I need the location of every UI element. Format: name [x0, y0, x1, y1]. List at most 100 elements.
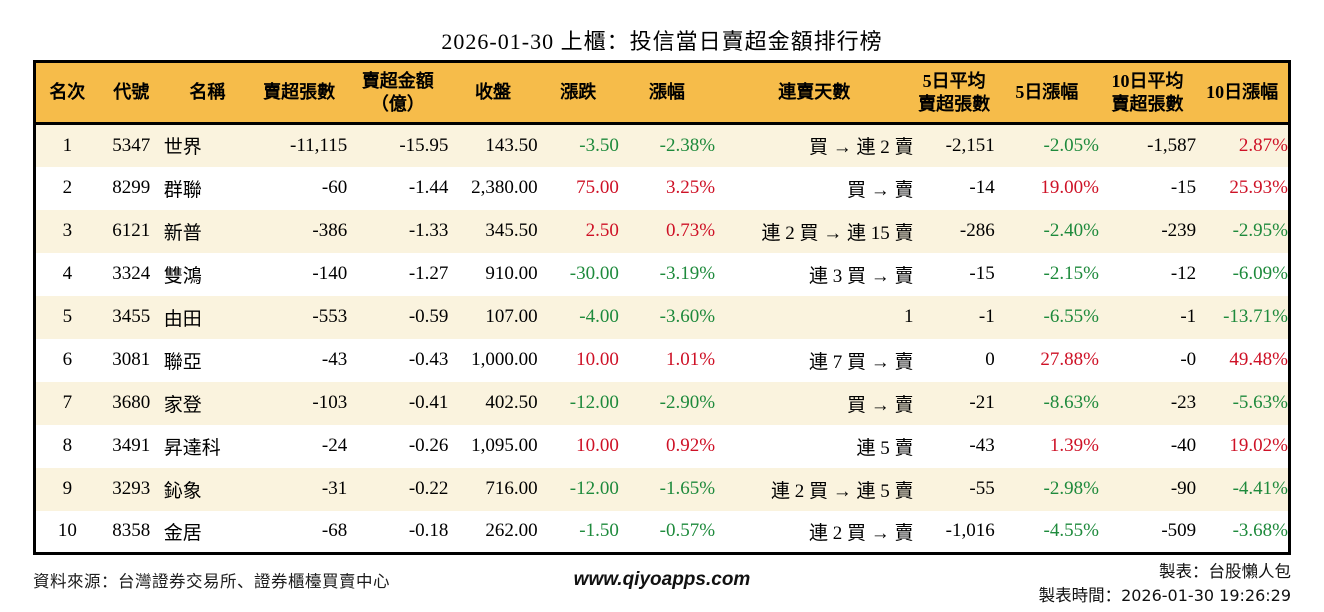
cell-avg5: -1: [978, 306, 995, 327]
cell-streak: 1: [904, 306, 914, 327]
column-header-sell_volume: 賣超張數: [263, 82, 336, 103]
cell-sell_volume: -68: [321, 520, 348, 542]
column-header-avg5: 5日平均 賣超張數: [918, 71, 991, 114]
cell-streak: 買 → 賣: [847, 394, 914, 416]
cell-close: 345.50: [485, 220, 538, 241]
cell-avg10: -1,587: [1147, 134, 1197, 156]
cell-change: 75.00: [576, 177, 619, 198]
cell-change: -1.50: [579, 520, 619, 542]
cell-code: 3680: [112, 392, 151, 413]
cell-code: 3491: [112, 435, 151, 456]
cell-change: -30.00: [569, 263, 619, 284]
cell-code: 3324: [112, 263, 151, 284]
cell-rank: 7: [62, 392, 73, 413]
cell-rank: 10: [57, 520, 77, 542]
cell-avg5: -1,016: [945, 520, 995, 542]
cell-rank: 3: [62, 220, 73, 241]
cell-rank: 8: [62, 435, 73, 456]
cell-avg5: -43: [969, 435, 995, 456]
cell-streak: 連 2 買 → 賣: [809, 522, 914, 544]
cell-streak: 連 7 買 → 賣: [809, 351, 914, 373]
cell-change: 2.50: [585, 220, 619, 241]
cell-streak: 買 → 連 2 賣: [809, 137, 914, 159]
cell-name: 新普: [163, 222, 202, 244]
cell-pct5: -6.55%: [1043, 306, 1099, 327]
cell-close: 402.50: [485, 392, 538, 413]
cell-pct5: 27.88%: [1040, 349, 1099, 370]
cell-sell_volume: -43: [321, 349, 348, 370]
cell-close: 143.50: [485, 134, 538, 156]
table-row: 4 3324 雙鴻 -140 -1.27 910.00 -30.00 -3.19% 連 3 買 …: [34, 252, 1290, 296]
cell-sell_amount: -0.59: [408, 306, 449, 327]
column-header-close: 收盤: [475, 82, 512, 103]
cell-sell_volume: -24: [321, 435, 348, 456]
cell-pct5: 19.00%: [1040, 177, 1099, 198]
cell-name: 聯亞: [163, 351, 202, 373]
cell-streak: 連 2 買 → 連 5 賣: [771, 480, 914, 502]
column-header-rank: 名次: [49, 82, 86, 103]
table-row: 8 3491 昇達科 -24 -0.26 1,095.00 10.00 0.92% 連 5 賣 -…: [34, 424, 1290, 468]
table-row: 1 5347 世界 -11,115 -15.95 143.50 -3.50 -2.38% 買 →…: [34, 123, 1290, 167]
cell-avg10: -239: [1161, 220, 1197, 241]
column-header-change_pct: 漲幅: [648, 82, 685, 103]
cell-close: 107.00: [485, 306, 538, 327]
column-header-avg10: 10日平均 賣超張數: [1111, 71, 1184, 114]
header-row: 名次 代號 名稱 賣超張數 賣超金額 （億） 收盤 漲跌 漲幅 連賣天數 5日平均 賣超張數 5日漲…: [34, 61, 1290, 124]
cell-avg5: -2,151: [945, 134, 995, 156]
cell-pct5: -2.98%: [1043, 478, 1099, 499]
cell-rank: 9: [62, 478, 73, 499]
cell-change_pct: 3.25%: [665, 177, 716, 198]
cell-close: 1,095.00: [471, 435, 538, 456]
cell-streak: 連 5 賣: [856, 437, 914, 459]
cell-change: 10.00: [576, 435, 619, 456]
cell-avg5: -15: [969, 263, 995, 284]
cell-avg10: -40: [1170, 435, 1197, 456]
cell-avg5: -14: [969, 177, 995, 198]
cell-change: -12.00: [569, 392, 619, 413]
cell-name: 群聯: [163, 179, 202, 201]
column-header-name: 名稱: [189, 82, 226, 103]
cell-close: 910.00: [485, 263, 538, 284]
cell-name: 雙鴻: [163, 265, 202, 287]
made-time-line: 製表時間：2026-01-30 19:26:29: [1039, 584, 1291, 608]
cell-code: 3293: [112, 478, 151, 499]
column-header-code: 代號: [113, 82, 150, 103]
cell-pct10: -5.63%: [1232, 392, 1288, 413]
cell-sell_amount: -0.41: [408, 392, 449, 413]
cell-pct5: -4.55%: [1043, 520, 1099, 542]
table-row: 2 8299 群聯 -60 -1.44 2,380.00 75.00 3.25% 買 → 賣 -1…: [34, 166, 1290, 210]
cell-name: 鈊象: [163, 480, 202, 502]
table-header: 名次 代號 名稱 賣超張數 賣超金額 （億） 收盤 漲跌 漲幅 連賣天數 5日平均 賣超張數 5日漲…: [34, 61, 1290, 124]
data-source-text: 資料來源：台灣證券交易所、證券櫃檯買賣中心: [33, 572, 390, 591]
cell-pct5: -2.05%: [1043, 134, 1099, 156]
cell-change_pct: 0.73%: [665, 220, 716, 241]
table-row: 5 3455 由田 -553 -0.59 107.00 -4.00 -3.60% 1 -1 -6.5…: [34, 295, 1290, 339]
page-title: 2026-01-30 上櫃：投信當日賣超金額排行榜: [441, 29, 883, 54]
cell-sell_amount: -0.18: [408, 520, 449, 542]
table-row: 9 3293 鈊象 -31 -0.22 716.00 -12.00 -1.65% 連 2 買 →…: [34, 467, 1290, 511]
cell-close: 716.00: [485, 478, 538, 499]
cell-avg10: -23: [1170, 392, 1197, 413]
cell-pct10: 49.48%: [1229, 349, 1288, 370]
cell-change_pct: 1.01%: [665, 349, 716, 370]
cell-code: 3455: [112, 306, 151, 327]
column-header-sell_amount: 賣超金額 （億）: [361, 71, 434, 114]
cell-sell_volume: -60: [321, 177, 348, 198]
cell-change_pct: -2.38%: [659, 134, 716, 156]
cell-rank: 5: [62, 306, 73, 327]
cell-streak: 買 → 賣: [847, 179, 914, 201]
column-header-pct5: 5日漲幅: [1015, 82, 1079, 103]
cell-sell_amount: -0.26: [408, 435, 449, 456]
cell-pct5: -2.15%: [1043, 263, 1099, 284]
table-body: 1 5347 世界 -11,115 -15.95 143.50 -3.50 -2.38% 買 →…: [34, 123, 1290, 554]
cell-close: 1,000.00: [471, 349, 538, 370]
cell-avg10: -90: [1170, 478, 1197, 499]
column-header-streak: 連賣天數: [778, 82, 851, 103]
cell-code: 5347: [112, 134, 151, 156]
cell-change: -4.00: [579, 306, 619, 327]
cell-sell_amount: -1.33: [408, 220, 449, 241]
cell-pct10: 19.02%: [1229, 435, 1288, 456]
cell-change: -12.00: [569, 478, 619, 499]
cell-rank: 1: [62, 134, 73, 156]
